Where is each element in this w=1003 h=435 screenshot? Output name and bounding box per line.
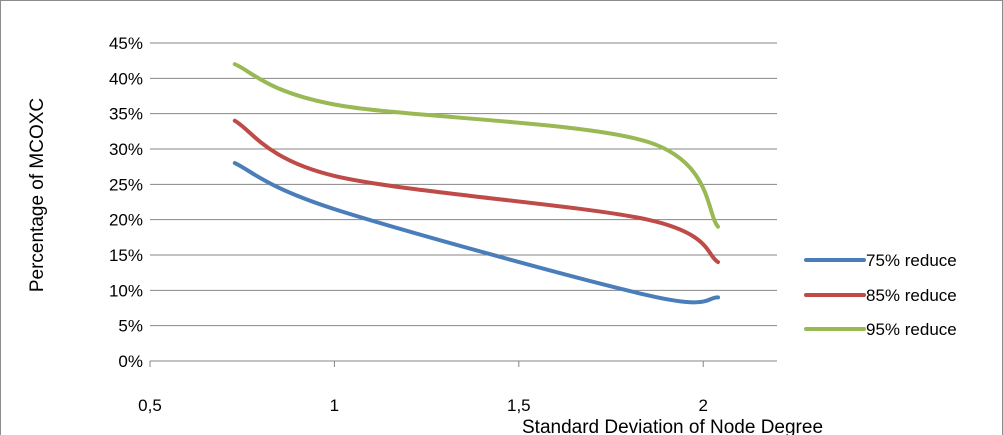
legend-label: 95% reduce bbox=[866, 320, 957, 339]
x-axis-title: Standard Deviation of Node Degree bbox=[522, 417, 823, 435]
series-line bbox=[232, 118, 720, 265]
x-tick-label: 2 bbox=[699, 396, 708, 415]
legend-label: 85% reduce bbox=[866, 286, 957, 305]
y-tick-label: 45% bbox=[109, 34, 143, 53]
y-tick-label: 40% bbox=[109, 69, 143, 88]
gridlines bbox=[150, 42, 777, 327]
y-tick-label: 10% bbox=[109, 281, 143, 300]
y-axis-title: Percentage of MCOXC bbox=[27, 98, 48, 292]
x-tick-label: 1,5 bbox=[507, 396, 531, 415]
y-tick-label: 0% bbox=[118, 352, 143, 371]
x-tick-label: 0,5 bbox=[138, 396, 162, 415]
y-tick-label: 35% bbox=[109, 105, 143, 124]
legend: 75% reduce 85% reduce 95% reduce bbox=[804, 251, 957, 339]
y-tick-label: 15% bbox=[109, 246, 143, 265]
y-tick-label: 20% bbox=[109, 211, 143, 230]
x-tick-labels: 0,5 1 1,5 2 bbox=[138, 361, 708, 415]
series-line bbox=[232, 62, 720, 229]
y-tick-label: 5% bbox=[118, 317, 143, 336]
y-tick-label: 25% bbox=[109, 175, 143, 194]
y-tick-label: 30% bbox=[109, 140, 143, 159]
y-tick-labels: 0% 5% 10% 15% 20% 25% 30% 35% 40% 45% bbox=[109, 34, 143, 371]
series-lines bbox=[232, 62, 720, 305]
x-tick-label: 1 bbox=[330, 396, 339, 415]
series-line bbox=[232, 161, 720, 305]
legend-label: 75% reduce bbox=[866, 251, 957, 270]
